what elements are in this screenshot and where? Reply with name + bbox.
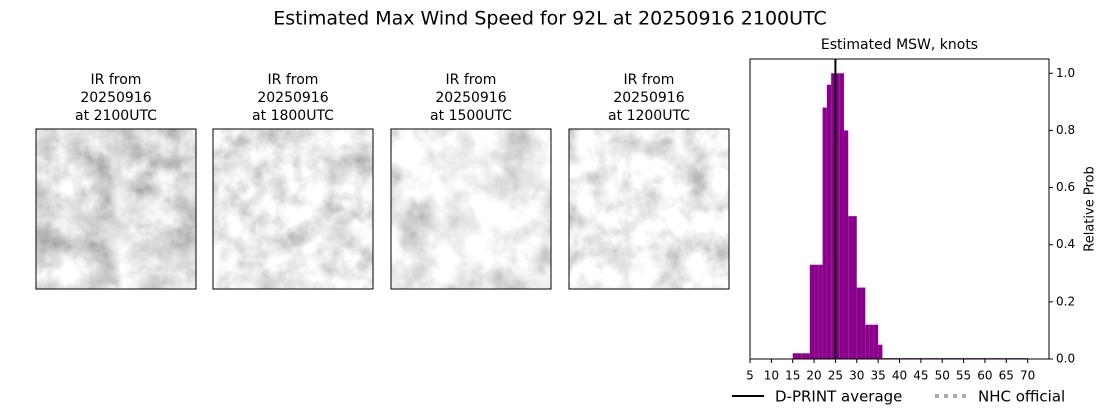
- y-tick-label: 0.4: [1056, 237, 1075, 251]
- panel-title: at 1200UTC: [608, 108, 690, 124]
- hist-bar: [835, 73, 840, 360]
- x-tick-label: 10: [764, 369, 779, 383]
- hist-bar: [839, 73, 844, 360]
- x-tick-label: 40: [892, 369, 907, 383]
- y-axis-label: Relative Prob: [1083, 166, 1098, 251]
- x-tick-label: 55: [956, 369, 971, 383]
- x-tick-label: 70: [1020, 369, 1035, 383]
- panel-title: IR from: [446, 72, 497, 88]
- y-tick-label: 0.8: [1056, 123, 1075, 137]
- ir-image: [36, 129, 196, 289]
- hist-bar: [796, 353, 802, 359]
- x-tick-label: 50: [935, 369, 950, 383]
- y-tick-label: 0.0: [1056, 352, 1075, 366]
- hist-bar: [801, 353, 806, 359]
- hist-bar: [814, 264, 819, 359]
- y-tick-label: 0.2: [1056, 294, 1075, 308]
- legend-label: NHC official: [978, 388, 1065, 406]
- ir-image: [569, 129, 729, 289]
- hist-bar: [869, 324, 874, 359]
- image-frame: [568, 128, 730, 290]
- x-tick-label: 25: [828, 369, 843, 383]
- panel-title: IR from: [91, 72, 142, 88]
- figure-title: Estimated Max Wind Speed for 92L at 2025…: [273, 8, 827, 30]
- panel-title: IR from: [268, 72, 319, 88]
- hist-bar: [831, 73, 836, 360]
- hist-bar: [792, 353, 797, 359]
- y-tick-label: 0.6: [1056, 180, 1075, 194]
- hist-bar: [852, 216, 857, 359]
- hist-bar: [843, 130, 849, 359]
- hist-bar: [822, 107, 827, 359]
- hist-bar: [865, 324, 870, 359]
- image-frame: [35, 128, 197, 290]
- panel-title: 20250916: [435, 90, 506, 106]
- panel-title: at 1500UTC: [430, 108, 512, 124]
- hist-bar: [826, 84, 832, 359]
- ir-image: [391, 129, 551, 289]
- hist-bar: [805, 353, 810, 359]
- panel-title: IR from: [624, 72, 675, 88]
- panel-title: at 2100UTC: [75, 108, 157, 124]
- x-tick-label: 35: [871, 369, 886, 383]
- hist-bar: [856, 287, 862, 359]
- x-tick-label: 30: [849, 369, 864, 383]
- x-tick-label: 60: [977, 369, 992, 383]
- ir-image: [213, 129, 373, 289]
- plot-frame: [749, 58, 1050, 360]
- panel-title: 20250916: [80, 90, 151, 106]
- y-tick-label: 1.0: [1056, 66, 1075, 80]
- x-tick-label: 15: [785, 369, 800, 383]
- image-frame: [390, 128, 552, 290]
- hist-bar: [873, 324, 879, 359]
- hist-bar: [861, 287, 866, 359]
- x-tick-label: 65: [999, 369, 1014, 383]
- panel-title: 20250916: [613, 90, 684, 106]
- hist-bar: [818, 264, 823, 359]
- panel-title: at 1800UTC: [252, 108, 334, 124]
- x-tick-label: 5: [746, 369, 754, 383]
- chart-title: Estimated MSW, knots: [821, 37, 978, 53]
- hist-bar: [809, 264, 815, 359]
- x-tick-label: 20: [806, 369, 821, 383]
- hist-bar: [878, 344, 883, 359]
- panel-title: 20250916: [257, 90, 328, 106]
- x-tick-label: 45: [913, 369, 928, 383]
- legend-label: D-PRINT average: [775, 388, 902, 406]
- hist-bar: [848, 216, 853, 359]
- image-frame: [212, 128, 374, 290]
